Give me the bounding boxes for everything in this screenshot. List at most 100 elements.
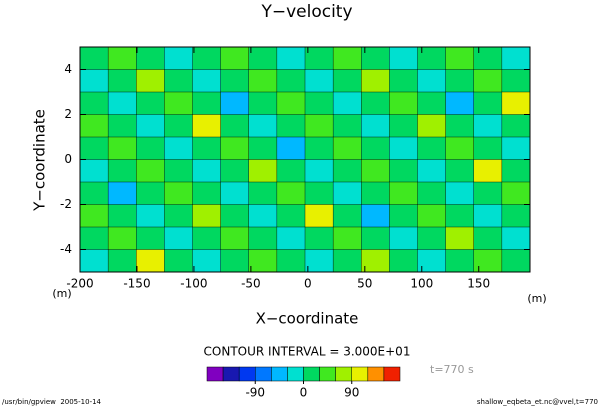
field-cell <box>276 249 306 273</box>
colorbar-swatch <box>238 366 256 382</box>
field-cell <box>276 204 306 228</box>
colorbar-swatch <box>222 366 240 382</box>
y-axis-label: Y−coordinate <box>31 109 49 212</box>
field-cell <box>473 159 503 183</box>
field-cell <box>361 91 390 115</box>
field-cell <box>220 226 250 250</box>
field-cell <box>445 226 475 250</box>
field-cell <box>445 91 475 115</box>
field-cell <box>501 91 531 115</box>
field-cell <box>107 249 137 273</box>
field-cell <box>501 46 531 70</box>
colorbar-tick-label: 0 <box>300 386 308 400</box>
colorbar-swatch <box>303 366 320 382</box>
field-cell <box>276 114 306 138</box>
y-tick-label: -4 <box>60 242 72 256</box>
field-cell <box>501 114 531 138</box>
x-tick-label: 0 <box>304 277 312 291</box>
field-cell <box>107 46 137 70</box>
field-cell <box>332 159 362 183</box>
field-cell <box>164 46 193 70</box>
y-unit: (m) <box>52 287 71 300</box>
time-label: t=770 s <box>430 363 474 376</box>
colorbar-swatch <box>383 366 401 382</box>
field-cell <box>276 226 306 250</box>
field-cell <box>220 159 250 183</box>
field-cell <box>136 46 165 70</box>
field-cell <box>473 249 503 273</box>
field-cell <box>192 114 222 138</box>
field-cell <box>304 69 334 93</box>
field-cell <box>79 46 109 70</box>
field-cell <box>501 181 531 205</box>
colorbar-swatch <box>319 366 336 382</box>
field-cell <box>304 91 334 115</box>
field-cell <box>248 226 278 250</box>
field-cell <box>276 46 306 70</box>
field-cell <box>389 181 418 205</box>
field-cell <box>220 249 250 273</box>
field-cell <box>136 69 165 93</box>
field-cell <box>361 69 390 93</box>
field-cell <box>192 249 222 273</box>
field-cell <box>79 69 109 93</box>
field-cell <box>473 69 503 93</box>
field-cell <box>276 136 306 160</box>
field-cell <box>276 181 306 205</box>
field-cell <box>164 204 193 228</box>
colorbar-swatch <box>287 366 304 382</box>
colorbar-swatch <box>351 366 369 382</box>
y-tick-label: 2 <box>64 107 72 121</box>
x-tick-label: -50 <box>241 277 261 291</box>
field-cell <box>361 204 390 228</box>
field-cell <box>107 181 137 205</box>
field-cell <box>332 69 362 93</box>
field-cell <box>304 249 334 273</box>
field-cell <box>107 226 137 250</box>
field-cell <box>220 91 250 115</box>
field-cell <box>445 69 475 93</box>
field-cell <box>361 136 390 160</box>
field-cell <box>248 204 278 228</box>
field-cell <box>248 69 278 93</box>
field-cell <box>445 249 475 273</box>
y-tick-label: 0 <box>64 152 72 166</box>
field-cell <box>389 249 418 273</box>
field-cell <box>417 226 447 250</box>
field-cell <box>164 91 193 115</box>
field-cell <box>304 181 334 205</box>
field-cell <box>220 46 250 70</box>
field-cell <box>501 69 531 93</box>
field-cell <box>417 159 447 183</box>
field-cell <box>473 226 503 250</box>
field-cell <box>361 114 390 138</box>
colorbar-swatch <box>367 366 385 382</box>
field-cell <box>332 114 362 138</box>
footer-right: shallow_eqbeta_et.nc@vvel,t=770 <box>477 398 598 406</box>
field-cell <box>248 46 278 70</box>
field-cell <box>164 114 193 138</box>
field-cell <box>136 249 165 273</box>
field-cell <box>79 249 109 273</box>
y-tick-label: 4 <box>64 62 72 76</box>
x-tick-label: 50 <box>357 277 372 291</box>
field-cell <box>192 181 222 205</box>
field-cell <box>79 91 109 115</box>
field-cell <box>164 159 193 183</box>
field-cell <box>445 114 475 138</box>
field-cell <box>164 226 193 250</box>
field-cell <box>361 181 390 205</box>
field-cell <box>332 181 362 205</box>
field-cell <box>361 226 390 250</box>
field-cell <box>107 204 137 228</box>
field-cell <box>417 114 447 138</box>
field-cell <box>304 204 334 228</box>
field-cell <box>501 159 531 183</box>
field-cell <box>389 204 418 228</box>
field-cell <box>473 181 503 205</box>
field-cell <box>107 91 137 115</box>
field-cell <box>276 69 306 93</box>
field-cell <box>79 114 109 138</box>
field-cell <box>389 46 418 70</box>
